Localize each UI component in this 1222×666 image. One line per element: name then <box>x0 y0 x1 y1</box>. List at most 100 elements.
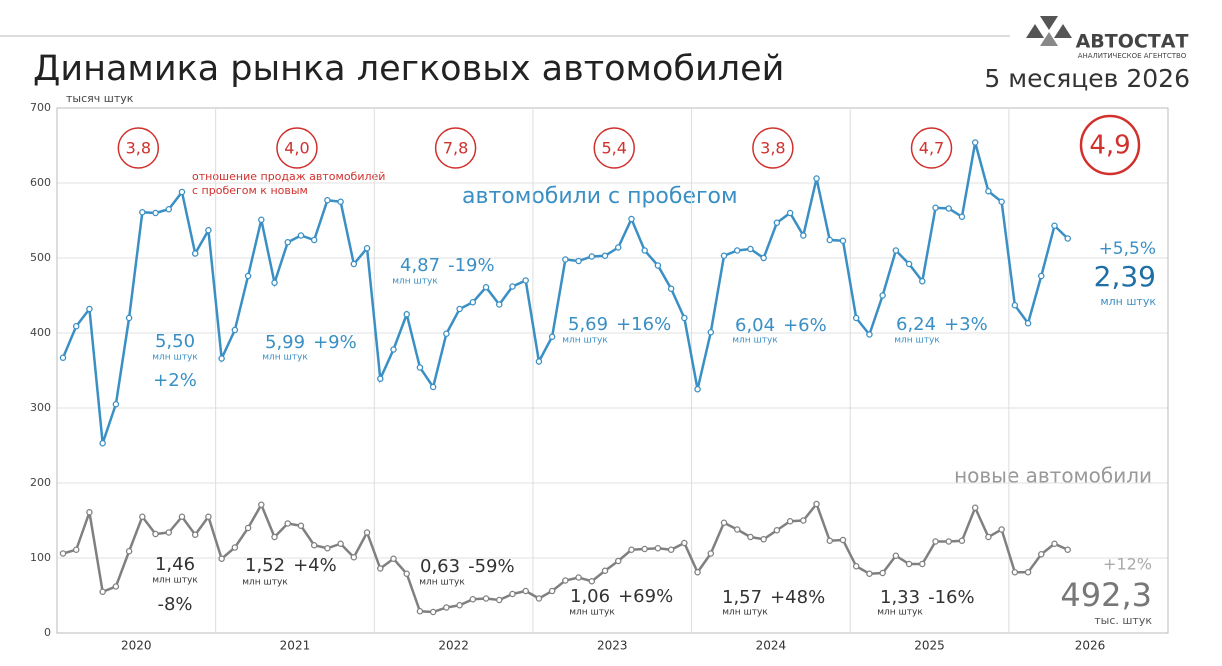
year-total-line: 5,69 +16% <box>568 314 671 335</box>
ratio-note: отношение продаж автомобилей <box>192 170 385 183</box>
data-point <box>998 198 1005 205</box>
ratio-circle <box>434 127 477 169</box>
data-point <box>509 590 516 598</box>
data-point <box>350 260 358 268</box>
x-tick-label: 2022 <box>438 639 469 653</box>
data-point <box>324 545 331 552</box>
data-point <box>482 595 490 602</box>
year-total-line: 1,06 +69% <box>570 586 673 607</box>
current-change: +12% <box>1103 555 1152 574</box>
period: 5 месяцев 2026 <box>984 64 1190 93</box>
data-point <box>879 569 886 577</box>
data-point <box>773 527 781 534</box>
year-unit: млн штук <box>419 578 465 588</box>
data-point <box>562 577 569 584</box>
data-point <box>601 567 609 575</box>
y-tick-label: 700 <box>30 101 51 114</box>
data-point <box>244 272 252 280</box>
data-point <box>350 554 358 561</box>
data-point <box>852 563 860 570</box>
year-total-line: 6,04 +6% <box>735 315 827 336</box>
year-change: +4% <box>293 555 337 576</box>
data-point <box>760 536 767 543</box>
year-total: 0,63 <box>420 556 460 577</box>
brand: АВТОСТАТ <box>1076 31 1189 53</box>
data-point <box>575 574 582 581</box>
ratio-circle <box>276 127 318 169</box>
data-point <box>667 546 675 554</box>
data-point <box>496 596 503 604</box>
data-point <box>971 139 979 146</box>
ratio-circle <box>117 127 160 169</box>
data-point <box>971 504 979 511</box>
data-point <box>654 545 662 552</box>
data-point <box>297 232 305 239</box>
data-point <box>747 245 754 253</box>
data-point <box>456 305 463 313</box>
year-change: +6% <box>783 315 827 336</box>
data-point <box>733 526 741 533</box>
data-point <box>1064 235 1071 242</box>
data-point <box>985 533 992 541</box>
data-point <box>919 277 926 285</box>
data-point <box>667 285 675 292</box>
data-point <box>416 364 424 371</box>
data-point <box>125 548 133 555</box>
year-total-line: 0,63 -59% <box>420 556 515 577</box>
data-point <box>99 588 106 596</box>
data-point <box>694 385 701 393</box>
data-point <box>548 587 556 595</box>
data-point <box>681 314 688 322</box>
data-point <box>588 253 596 260</box>
year-total-line: 1,52 +4% <box>245 555 337 576</box>
data-point <box>535 595 543 602</box>
data-point <box>178 513 186 521</box>
year-total: 5,50 <box>155 331 195 352</box>
year-total: 4,87 <box>400 255 440 276</box>
data-point <box>178 188 186 196</box>
year-change: +48% <box>770 587 825 608</box>
data-point <box>892 247 900 254</box>
data-point <box>72 546 80 554</box>
series-label: новые автомобили <box>954 464 1152 488</box>
data-point <box>852 314 860 322</box>
data-point <box>271 533 278 541</box>
data-point <box>112 400 120 408</box>
data-point <box>958 213 966 220</box>
data-point <box>377 375 384 382</box>
year-total: 1,33 <box>880 587 920 608</box>
year-change: +2% <box>153 370 197 391</box>
data-point <box>826 236 834 244</box>
data-point <box>866 331 873 338</box>
data-point <box>310 542 318 549</box>
data-point <box>839 536 847 544</box>
current-total: 2,39 <box>1094 260 1156 293</box>
data-point <box>258 216 265 223</box>
data-point <box>390 346 397 353</box>
data-point <box>800 517 807 524</box>
year-unit: млн штук <box>152 353 198 363</box>
year-unit: млн штук <box>262 353 308 363</box>
data-point <box>826 537 834 545</box>
year-change: -59% <box>468 556 515 577</box>
data-point <box>310 236 318 244</box>
year-change: -19% <box>448 255 495 276</box>
data-point <box>363 529 371 536</box>
series-label: автомобили с пробегом <box>462 184 738 209</box>
data-point <box>86 305 93 313</box>
data-point <box>231 326 239 334</box>
year-total: 1,52 <box>245 555 285 576</box>
data-point <box>932 538 939 545</box>
ratio-circle <box>1079 114 1141 176</box>
year-change: +9% <box>313 332 357 353</box>
x-tick-label: 2021 <box>280 639 311 653</box>
year-change: +3% <box>944 314 988 335</box>
ratio-circle <box>910 127 953 169</box>
data-point <box>932 204 939 211</box>
data-point <box>548 333 556 340</box>
ratio-label: 5,4 <box>602 139 627 158</box>
year-total-line: 5,99 +9% <box>265 332 357 353</box>
data-point <box>416 608 424 615</box>
data-point <box>218 355 225 362</box>
data-point <box>139 208 146 216</box>
